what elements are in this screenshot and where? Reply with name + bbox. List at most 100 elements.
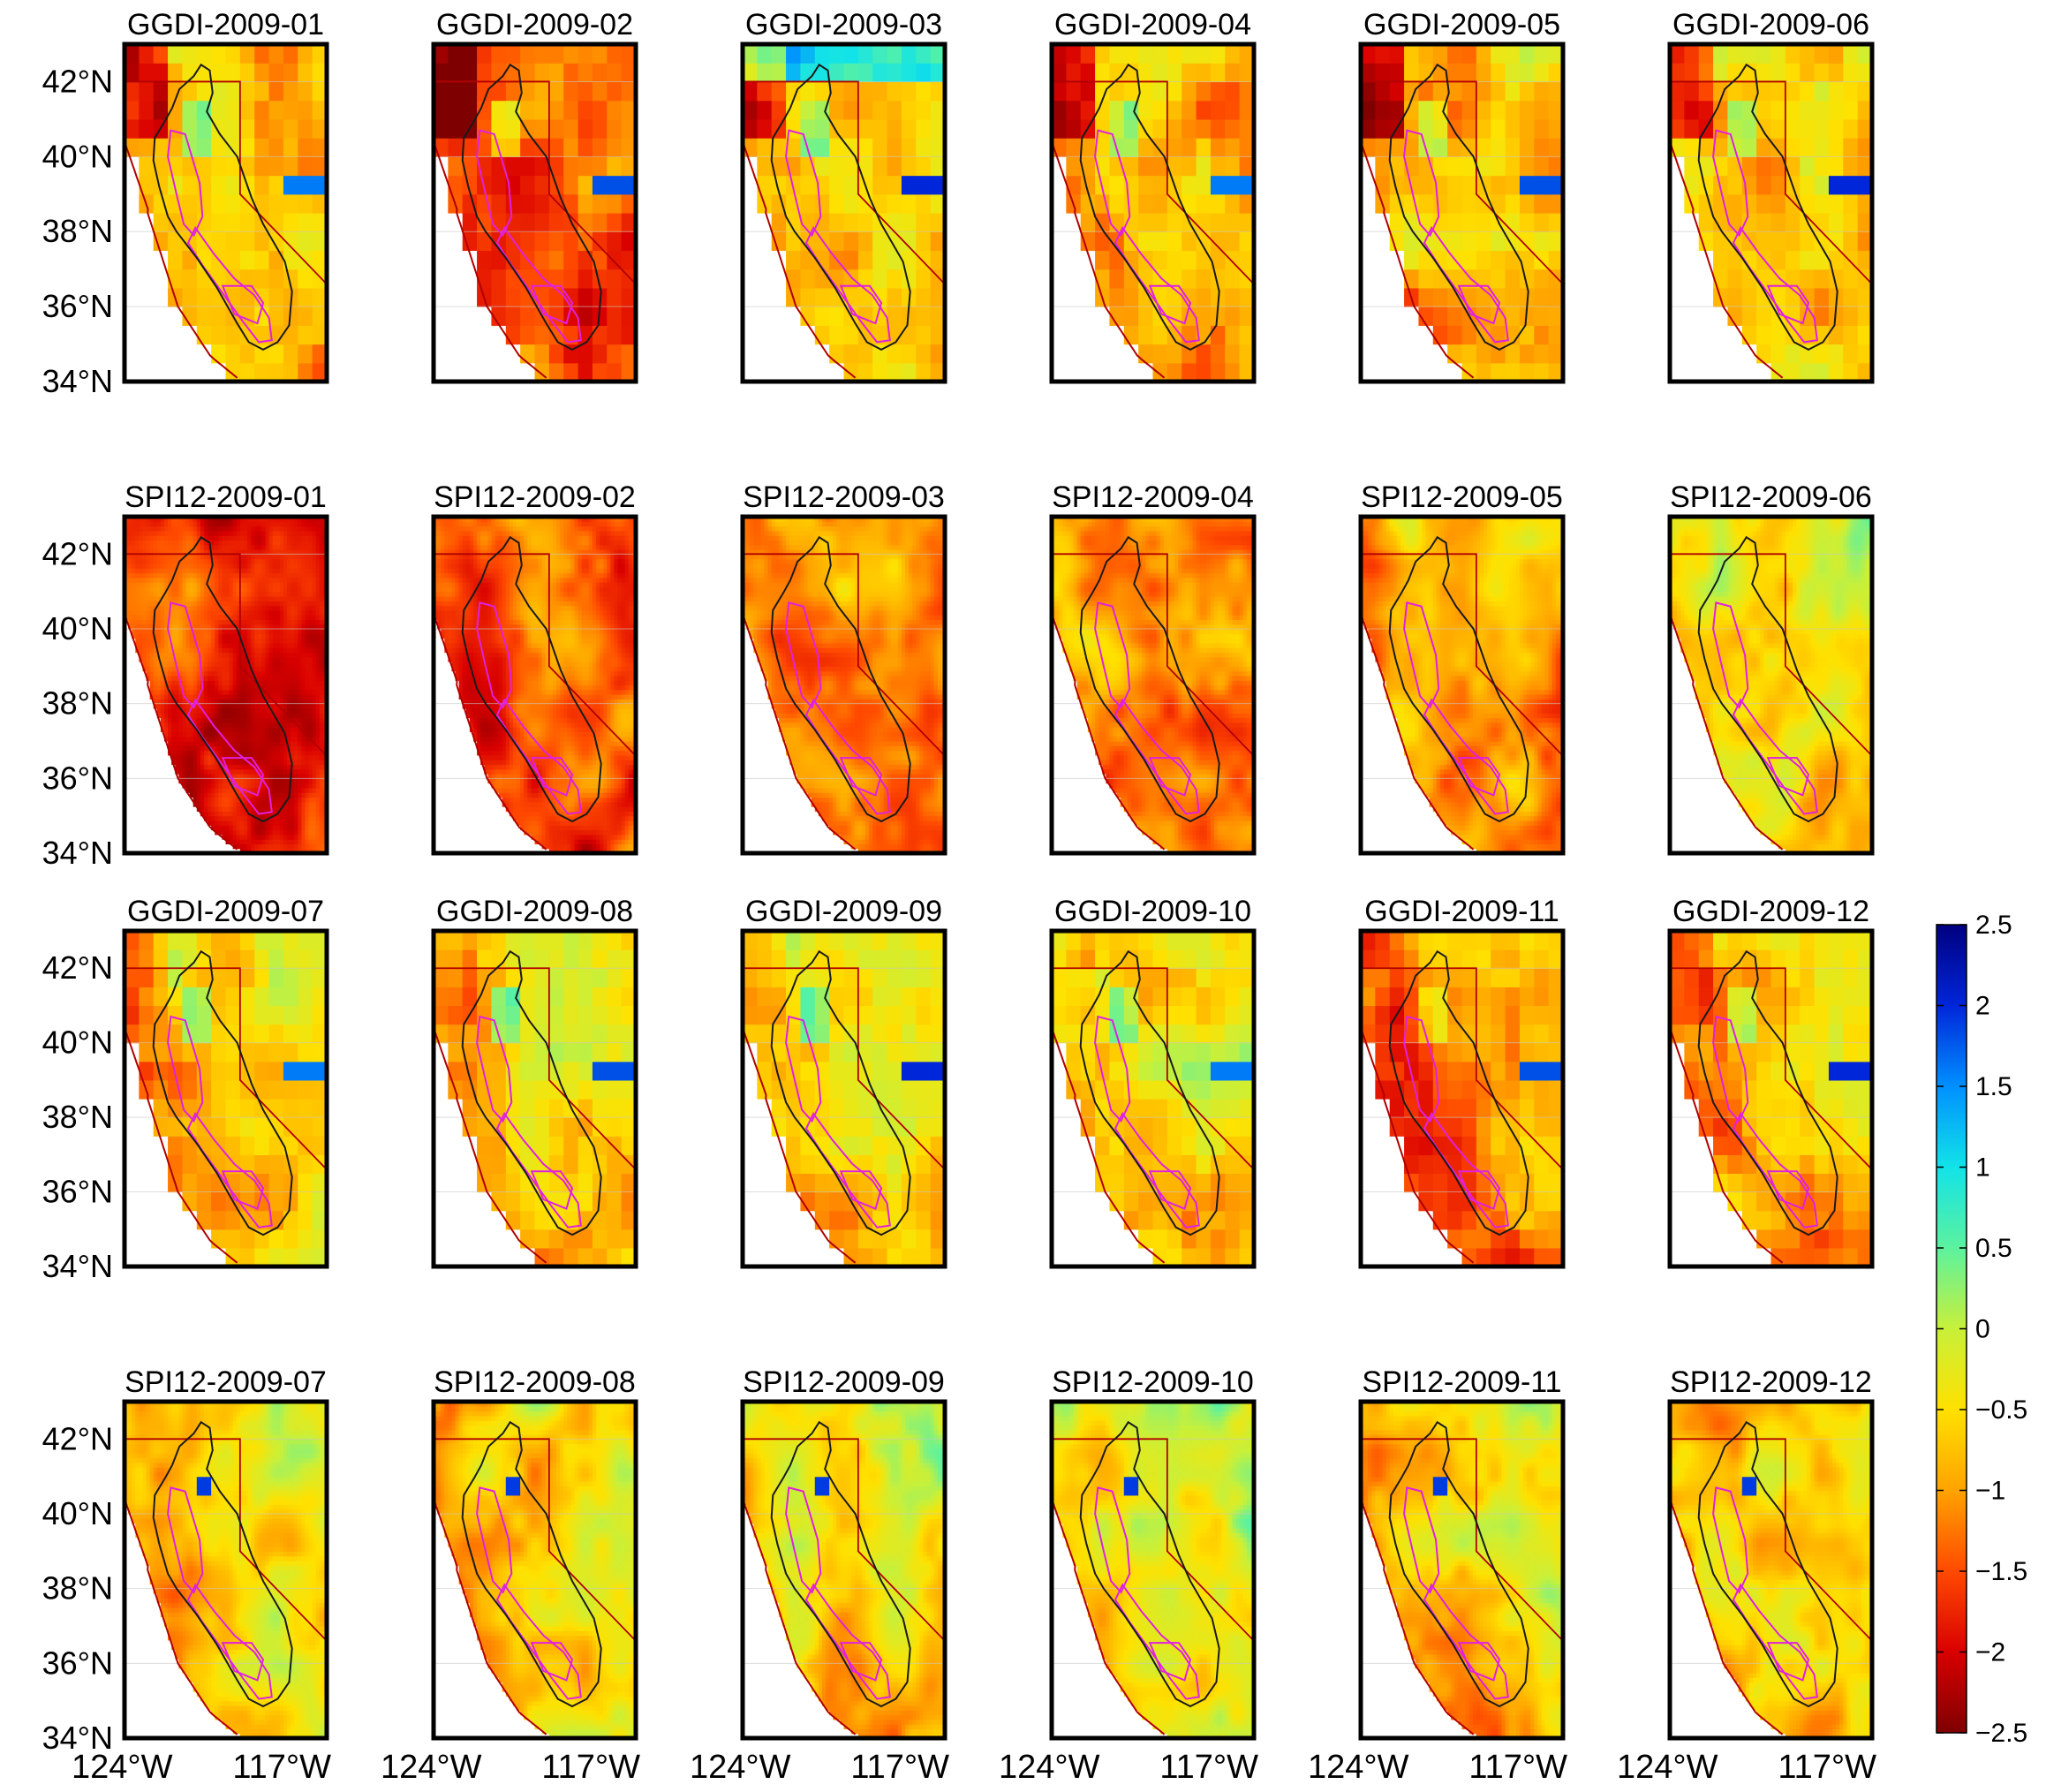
map-panel: GGDI-2009-05 bbox=[1358, 8, 1566, 384]
map-panel: SPI12-2009-09 bbox=[740, 1365, 948, 1741]
map-panel: SPI12-2009-06 bbox=[1667, 480, 1875, 856]
coastline bbox=[1670, 612, 1784, 851]
map-panel: SPI12-2009-07 bbox=[122, 1365, 329, 1741]
state-border bbox=[1361, 553, 1563, 757]
panel-title: GGDI-2009-03 bbox=[745, 8, 942, 42]
panel-title: SPI12-2009-02 bbox=[434, 480, 636, 514]
index-field bbox=[125, 931, 327, 1266]
basin-outline bbox=[770, 949, 911, 1236]
index-field bbox=[1361, 44, 1563, 382]
longitude-label: 117°W bbox=[850, 1749, 949, 1786]
basin-outline bbox=[152, 535, 293, 823]
state-border bbox=[1670, 553, 1872, 757]
basin-outline bbox=[1697, 1420, 1838, 1708]
subbasin-outline bbox=[1766, 1170, 1810, 1210]
index-field bbox=[1670, 517, 1872, 853]
subbasin-outline bbox=[1403, 601, 1440, 709]
panel-title: GGDI-2009-07 bbox=[127, 895, 324, 928]
subbasin-outline bbox=[1457, 757, 1501, 797]
subbasin-outline bbox=[1094, 1015, 1131, 1123]
latitude-label: 36°N bbox=[42, 760, 113, 796]
panel-frame bbox=[1049, 514, 1257, 856]
subbasin-outline bbox=[167, 1015, 204, 1123]
coastline bbox=[125, 1497, 238, 1735]
basin-outline bbox=[461, 535, 602, 823]
index-field bbox=[1670, 931, 1872, 1266]
basin-outline bbox=[1079, 535, 1220, 823]
panel-title: SPI12-2009-11 bbox=[1362, 1365, 1561, 1399]
subbasin-outline bbox=[839, 1170, 883, 1210]
latitude-label: 42°N bbox=[42, 949, 113, 986]
coastline bbox=[1670, 1026, 1784, 1264]
basin-outline bbox=[1388, 949, 1529, 1236]
subbasin-outline bbox=[1403, 1486, 1440, 1594]
panel-frame bbox=[431, 42, 638, 384]
index-field bbox=[1052, 44, 1254, 382]
subbasin-outline bbox=[1403, 129, 1440, 238]
coastline bbox=[743, 1026, 857, 1264]
colorbar-ticks: 2.5 2 1.5 1 0.5 0 −0.5 −1 −1.5 −2 −2.5 bbox=[1937, 911, 2027, 1748]
panel-title: GGDI-2009-02 bbox=[436, 8, 633, 42]
panel-title: SPI12-2009-08 bbox=[434, 1365, 636, 1399]
state-border bbox=[1361, 1438, 1563, 1642]
latitude-axis: 42°N 40°N 38°N 36°N 34°N 42°N 40°N 38°N 36°N 34°N… bbox=[42, 63, 113, 1756]
subbasin-outline bbox=[785, 1486, 822, 1594]
index-field bbox=[434, 517, 636, 853]
longitude-label: 124°W bbox=[1617, 1749, 1718, 1786]
index-field bbox=[125, 1402, 327, 1738]
map-panel: GGDI-2009-06 bbox=[1667, 8, 1875, 384]
panel-title: SPI12-2009-01 bbox=[125, 480, 327, 514]
panel-frame bbox=[1667, 514, 1875, 856]
map-panel: SPI12-2009-10 bbox=[1049, 1365, 1257, 1741]
coastline bbox=[125, 1026, 238, 1264]
map-panel: GGDI-2009-07 bbox=[122, 895, 329, 1269]
map-panel: SPI12-2009-11 bbox=[1358, 1365, 1566, 1741]
index-field bbox=[743, 931, 945, 1266]
map-panel: GGDI-2009-12 bbox=[1667, 895, 1875, 1269]
panel-frame bbox=[431, 514, 638, 856]
map-panel: SPI12-2009-01 bbox=[122, 480, 329, 856]
latitude-label: 38°N bbox=[42, 1570, 113, 1607]
panel-frame bbox=[740, 1399, 948, 1741]
subbasin-outline bbox=[1766, 284, 1810, 325]
basin-outline bbox=[152, 949, 293, 1236]
panel-frame bbox=[1358, 42, 1566, 384]
latitude-label: 42°N bbox=[42, 63, 113, 99]
state-border bbox=[125, 80, 327, 285]
coastline bbox=[1361, 1026, 1475, 1264]
state-border bbox=[434, 80, 636, 285]
colorbar-tick-label: −2.5 bbox=[1975, 1719, 2027, 1748]
subbasin-outline bbox=[221, 284, 265, 325]
state-border bbox=[434, 967, 636, 1170]
latitude-label: 34°N bbox=[42, 363, 113, 399]
colorbar-tick-label: 0.5 bbox=[1975, 1234, 2012, 1263]
subbasin-outline bbox=[785, 1015, 822, 1123]
coastline bbox=[1670, 1497, 1784, 1735]
longitude-label: 117°W bbox=[541, 1749, 640, 1786]
subbasin-outline bbox=[1712, 129, 1749, 238]
map-panel: GGDI-2009-02 bbox=[431, 8, 638, 384]
latitude-label: 40°N bbox=[42, 1025, 113, 1061]
panel-title: SPI12-2009-06 bbox=[1670, 480, 1872, 514]
latitude-label: 40°N bbox=[42, 138, 113, 174]
coastline bbox=[434, 1497, 547, 1735]
subbasin-outline bbox=[1766, 757, 1810, 797]
subbasin-outline bbox=[476, 1486, 513, 1594]
basin-outline bbox=[152, 1420, 293, 1708]
panel-frame bbox=[740, 42, 948, 384]
basin-outline bbox=[461, 1420, 602, 1708]
latitude-label: 36°N bbox=[42, 1174, 113, 1210]
coastline bbox=[743, 612, 857, 851]
map-panel: SPI12-2009-04 bbox=[1049, 480, 1257, 856]
map-panel: GGDI-2009-08 bbox=[431, 895, 638, 1269]
colorbar-tick-label: 1 bbox=[1975, 1153, 1990, 1183]
latitude-label: 34°N bbox=[42, 1248, 113, 1284]
longitude-label: 124°W bbox=[999, 1749, 1100, 1786]
latitude-label: 38°N bbox=[42, 213, 113, 249]
subbasin-outline bbox=[530, 1642, 574, 1682]
map-panel: GGDI-2009-04 bbox=[1049, 8, 1257, 384]
map-panel: GGDI-2009-11 bbox=[1358, 895, 1566, 1269]
map-panel: GGDI-2009-09 bbox=[740, 895, 948, 1269]
longitude-label: 124°W bbox=[72, 1749, 173, 1786]
panel-title: SPI12-2009-10 bbox=[1052, 1365, 1254, 1399]
